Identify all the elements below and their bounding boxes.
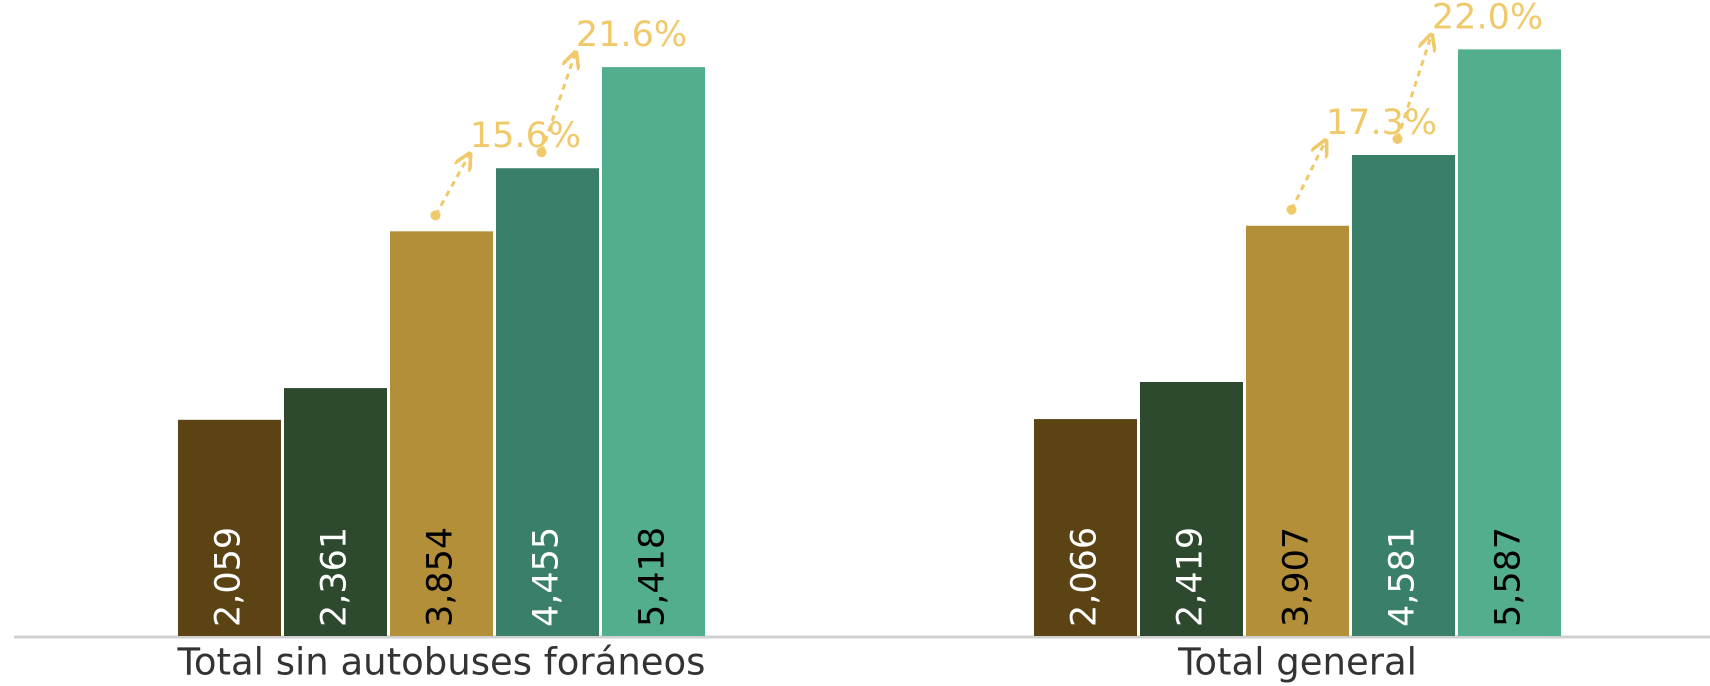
x-tick-label: Total general: [1177, 641, 1417, 684]
value-label: 3,907: [1277, 527, 1317, 627]
bar: [602, 67, 705, 637]
value-label: 4,455: [527, 527, 567, 627]
value-label: 4,581: [1383, 527, 1423, 627]
growth-label: 21.6%: [576, 15, 687, 55]
value-label: 3,854: [421, 527, 461, 627]
x-tick-label: Total sin autobuses foráneos: [177, 641, 706, 684]
value-label: 5,587: [1489, 527, 1529, 627]
bar: [1352, 154, 1455, 636]
bar: [390, 231, 493, 636]
value-label: 2,059: [209, 527, 249, 627]
value-label: 2,066: [1065, 527, 1105, 627]
growth-label: 22.0%: [1432, 0, 1543, 37]
bar: [1140, 382, 1243, 636]
value-label: 2,419: [1171, 527, 1211, 627]
value-label: 2,361: [315, 527, 355, 627]
growth-arrow: [434, 155, 470, 217]
growth-label: 15.6%: [470, 116, 581, 156]
value-label: 5,418: [633, 527, 673, 627]
growth-label: 17.3%: [1326, 103, 1437, 143]
growth-arrow: [1396, 36, 1432, 140]
bar: [1246, 225, 1349, 636]
bar: [496, 168, 599, 636]
bar: [1034, 419, 1137, 636]
bar: [1458, 49, 1561, 637]
growth-arrow: [1290, 142, 1326, 211]
bar: [178, 419, 281, 636]
bar: [284, 388, 387, 636]
